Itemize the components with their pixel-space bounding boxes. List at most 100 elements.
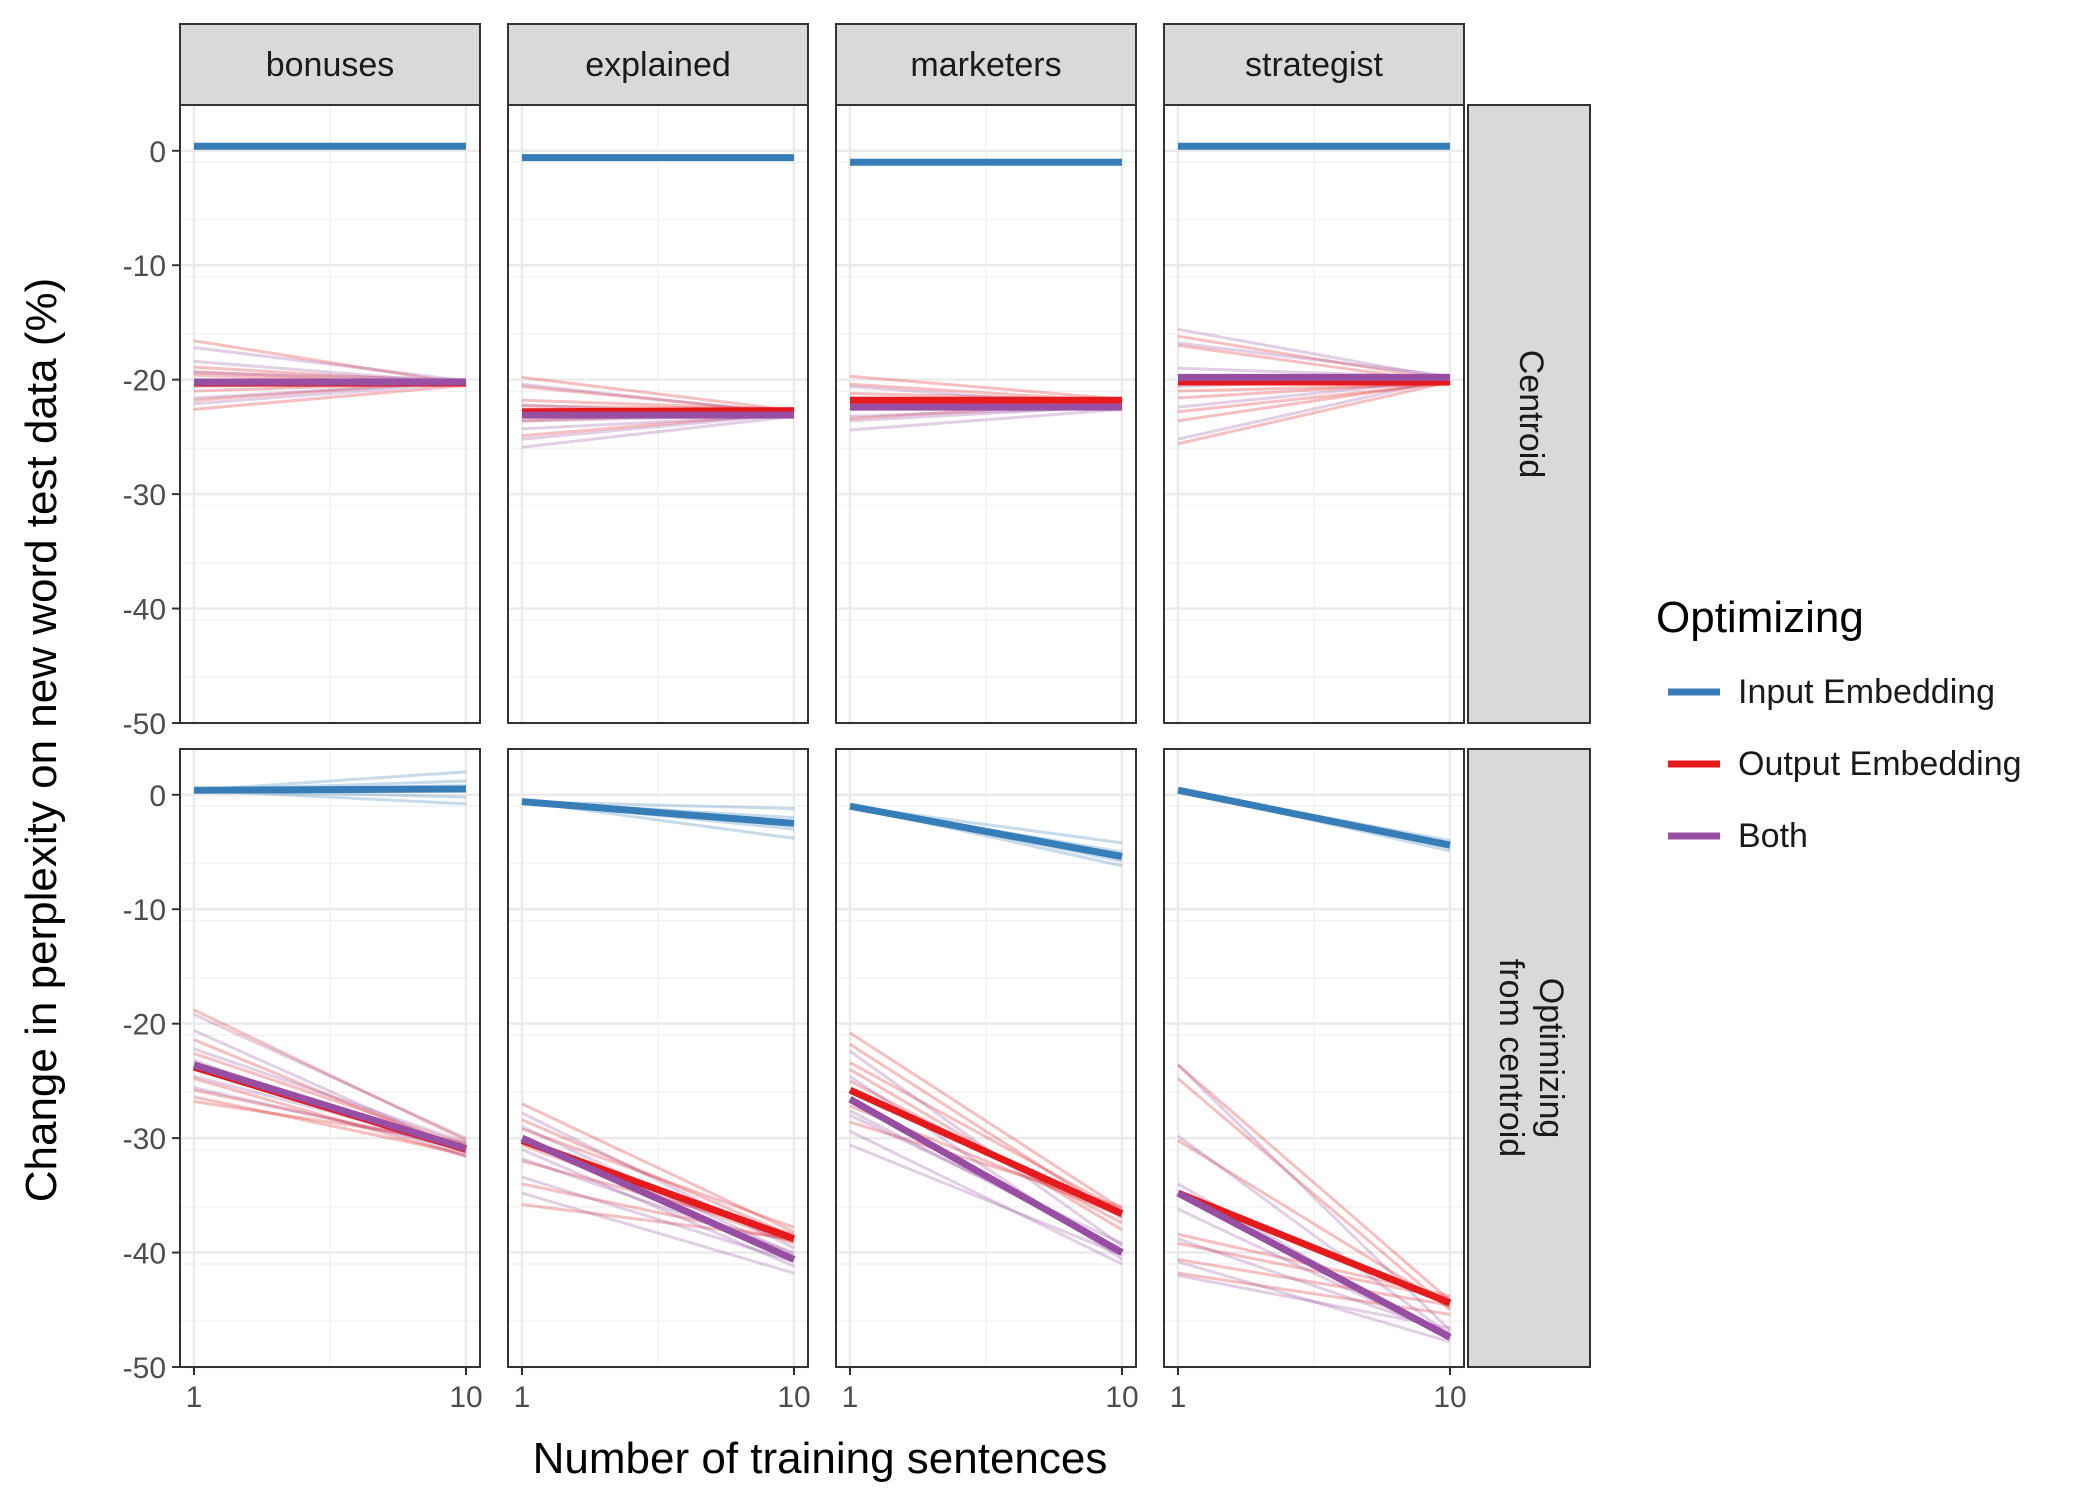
run-line-output-embedding [193, 1077, 467, 1158]
run-line-both [1177, 377, 1451, 441]
run-line-output-embedding [521, 1118, 795, 1238]
run-line-output-embedding [193, 1095, 467, 1156]
panel-border [507, 748, 809, 1368]
facet-label-explained: explained [585, 46, 731, 84]
x-tick-label: 10 [777, 1381, 810, 1414]
run-line-output-embedding [1177, 381, 1451, 414]
panel-border [835, 748, 1137, 1368]
mean-line-output-embedding [1176, 1189, 1452, 1307]
mean-line-input-embedding [849, 802, 1123, 861]
run-line-output-embedding [1177, 1257, 1451, 1307]
x-tick-label: 1 [514, 1381, 531, 1414]
y-axis-title: Change in perplexity on new word test da… [17, 278, 66, 1203]
run-line-both [849, 1143, 1123, 1257]
run-line-both [521, 1148, 795, 1268]
run-line-output-embedding [1177, 379, 1451, 423]
x-axis-title: Number of training sentences [533, 1434, 1108, 1483]
run-line-output-embedding [849, 1061, 1123, 1213]
y-tick-label: -30 [123, 479, 166, 512]
run-line-output-embedding [521, 1127, 795, 1229]
run-line-output-embedding [1177, 1139, 1451, 1309]
run-line-both [849, 407, 1123, 432]
mean-line-both [192, 1061, 468, 1152]
y-tick-label: 0 [149, 136, 166, 169]
y-tick-label: 0 [149, 780, 166, 813]
facet-strip-marketers [835, 23, 1137, 106]
grid-layer [180, 105, 1464, 1369]
facet-label-optimizing: Optimizing [1532, 978, 1570, 1139]
facet-label-bonuses: bonuses [266, 46, 395, 84]
facet-strip-centroid [1467, 104, 1591, 724]
run-line-output-embedding [193, 383, 467, 411]
run-line-both [1177, 1134, 1451, 1337]
x-tick-label: 10 [1433, 1381, 1466, 1414]
run-line-output-embedding [521, 1203, 795, 1241]
run-line-both [193, 1013, 467, 1140]
run-line-output-embedding [849, 1031, 1123, 1211]
run-line-output-embedding [1177, 1271, 1451, 1316]
legend-label-output: Output Embedding [1738, 745, 2022, 783]
run-line-output-embedding [1177, 334, 1451, 383]
run-line-output-embedding [1177, 1077, 1451, 1311]
run-line-output-embedding [521, 375, 795, 413]
mean-line-output-embedding [848, 1086, 1124, 1217]
run-line-output-embedding [521, 1102, 795, 1234]
legend-label-both: Both [1738, 817, 1808, 855]
run-line-output-embedding [193, 1008, 467, 1142]
y-tick-label: -20 [123, 365, 166, 398]
x-tick-label: 10 [1105, 1381, 1138, 1414]
mean-line-input-embedding [1177, 786, 1451, 849]
legend-label-input: Input Embedding [1738, 673, 1995, 711]
y-tick-label: -10 [123, 250, 166, 283]
legend-title: Optimizing [1656, 593, 1864, 642]
mean-line-input-embedding [193, 785, 467, 794]
run-line-both [521, 414, 795, 449]
run-line-both [1177, 1273, 1451, 1330]
facet-strip-bonuses [179, 23, 481, 106]
mean-line-output-embedding [521, 407, 795, 416]
y-tick-label: -30 [123, 1123, 166, 1156]
facet-label-optimizing: from centroid [1492, 959, 1530, 1157]
mean-line-both [1176, 1189, 1452, 1341]
run-line-output-embedding [193, 1052, 467, 1147]
x-tick-label: 1 [186, 1381, 203, 1414]
run-line-both [849, 1129, 1123, 1266]
legend: Optimizing Input Embedding Output Embedd… [1656, 593, 2022, 855]
run-line-output-embedding [1177, 1063, 1451, 1302]
run-line-both [521, 1175, 795, 1264]
panel-border [1163, 748, 1465, 1368]
run-line-output-embedding [1177, 380, 1451, 446]
x-tick-label: 1 [1170, 1381, 1187, 1414]
run-line-both [1177, 341, 1451, 378]
run-line-both [1177, 327, 1451, 380]
mean-line-both [520, 1134, 796, 1263]
labels-layer: bonuses explained marketers strategist Centr… [123, 46, 1570, 1414]
run-line-both [1177, 1260, 1451, 1344]
y-tick-label: -50 [123, 708, 166, 741]
x-tick-label: 10 [449, 1381, 482, 1414]
y-tick-label: -10 [123, 894, 166, 927]
mean-line-both [848, 1096, 1124, 1256]
y-tick-label: -40 [123, 1238, 166, 1271]
panel-border [179, 748, 481, 1368]
y-tick-label: -50 [123, 1352, 166, 1385]
run-line-output-embedding [849, 374, 1123, 401]
run-line-both [521, 1191, 795, 1275]
y-tick-label: -40 [123, 594, 166, 627]
facet-label-marketers: marketers [910, 46, 1061, 84]
y-tick-label: -20 [123, 1009, 166, 1042]
facet-strip-strategist [1163, 23, 1465, 106]
run-line-output-embedding [521, 1182, 795, 1243]
facet-strip-explained [507, 23, 809, 106]
mean-line-input-embedding [521, 798, 795, 827]
facet-label-centroid: Centroid [1512, 350, 1550, 479]
frame-layer [172, 23, 1591, 1375]
run-line-output-embedding [193, 339, 467, 386]
run-line-both [193, 346, 467, 383]
run-line-output-embedding [1177, 1241, 1451, 1300]
run-line-both [193, 1047, 467, 1145]
facet-label-strategist: strategist [1245, 46, 1383, 84]
facet-strip-optimizing [1467, 748, 1591, 1368]
lines-layer [192, 142, 1452, 1344]
